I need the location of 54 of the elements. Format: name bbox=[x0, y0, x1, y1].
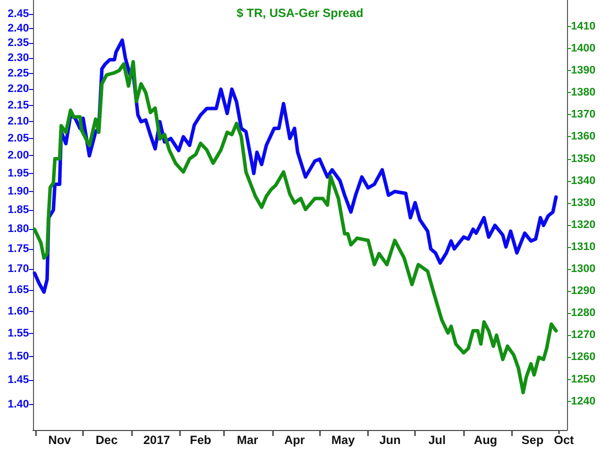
y2-tick-label: 1240 bbox=[571, 395, 596, 408]
y-tick-label: 2.20 bbox=[8, 83, 29, 96]
line-series bbox=[32, 60, 558, 394]
y-tick-label: 2.10 bbox=[8, 116, 29, 128]
y-tick-label: 2.25 bbox=[8, 68, 29, 80]
y-tick-label: 1.70 bbox=[8, 263, 29, 276]
y-tick-label: 1.75 bbox=[8, 242, 29, 255]
x-tick-label: Oct bbox=[554, 433, 574, 447]
x-tick-label: Apr bbox=[284, 433, 306, 447]
y2-tick-label: 1340 bbox=[571, 174, 596, 187]
y2-tick-label: 1410 bbox=[571, 20, 596, 32]
y2-tick-label: 1330 bbox=[571, 196, 596, 209]
x-tick-label: Feb bbox=[190, 433, 212, 447]
y2-tick-label: 1300 bbox=[571, 263, 596, 276]
y-tick-label: 2.40 bbox=[8, 22, 29, 34]
y2-tick-label: 1380 bbox=[571, 86, 596, 99]
y-tick-label: 2.30 bbox=[8, 52, 29, 64]
text: $ TR, USA-Ger Spread bbox=[236, 6, 364, 20]
y-tick-label: 2.00 bbox=[8, 150, 29, 162]
y2-tick-label: 1250 bbox=[571, 373, 596, 386]
y-tick-label: 1.60 bbox=[8, 305, 29, 318]
y2-tick-label: 1320 bbox=[571, 218, 596, 231]
y-tick-label: 2.35 bbox=[8, 37, 29, 50]
x-tick-label: 2017 bbox=[143, 433, 170, 447]
y-tick-label: 1.90 bbox=[8, 186, 29, 198]
y2-tick-label: 1280 bbox=[571, 307, 596, 320]
y-tick-label: 1.45 bbox=[8, 374, 29, 386]
x-tick-label: Jun bbox=[379, 433, 401, 447]
y-tick-label: 2.05 bbox=[8, 132, 29, 144]
y2-tick-label: 1370 bbox=[571, 108, 596, 121]
y-tick-label: 1.85 bbox=[8, 204, 29, 216]
x-tick-label: May bbox=[331, 433, 356, 447]
y2-tick-label: 1400 bbox=[571, 42, 596, 55]
y2-tick-label: 1360 bbox=[571, 130, 596, 143]
x-tick-label: Sep bbox=[522, 433, 544, 447]
y-tick-label: 2.15 bbox=[8, 99, 29, 112]
y2-tick-label: 1290 bbox=[571, 285, 596, 298]
y2-tick-label: 1260 bbox=[571, 351, 596, 364]
y-tick-label: 1.55 bbox=[8, 328, 29, 340]
x-tick-label: Mar bbox=[236, 433, 259, 447]
y2-tick-label: 1310 bbox=[571, 240, 596, 253]
y-tick-label: 1.40 bbox=[8, 398, 29, 411]
y-tick-label: 1.50 bbox=[8, 350, 29, 362]
x-tick-label: Aug bbox=[474, 433, 498, 447]
x-tick-label: Dec bbox=[96, 433, 118, 447]
x-tick-label: Jul bbox=[428, 433, 446, 447]
y-tick-label: 1.80 bbox=[8, 223, 29, 236]
y2-tick-label: 1270 bbox=[571, 329, 596, 342]
y-tick-label: 2.45 bbox=[8, 8, 29, 20]
x-tick-label: Nov bbox=[48, 433, 72, 447]
y-tick-label: 1.65 bbox=[8, 284, 29, 296]
y-tick-label: 1.95 bbox=[8, 167, 29, 180]
y2-tick-label: 1390 bbox=[571, 64, 596, 77]
y2-tick-label: 1350 bbox=[571, 152, 596, 165]
